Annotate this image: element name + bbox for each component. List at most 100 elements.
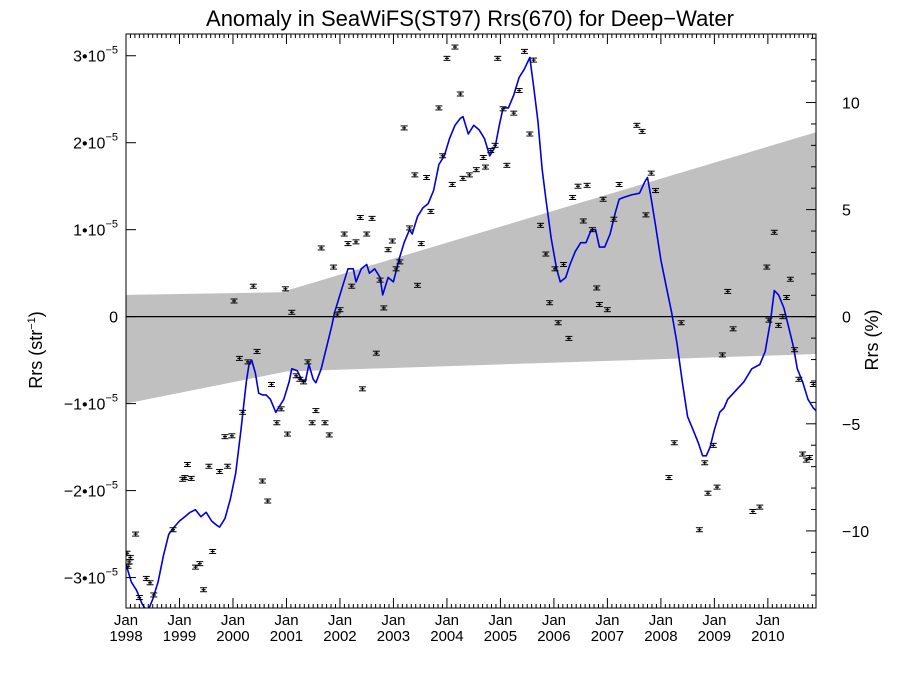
data-point [325,432,333,438]
data-point [638,128,646,134]
data-point [281,286,289,292]
data-point [459,175,467,181]
data-point [405,225,413,231]
data-point [400,125,408,131]
data-point [756,504,764,510]
data-point [503,162,511,168]
x-tick-month: Jan [756,612,780,629]
data-point [352,239,360,245]
data-point [770,229,778,235]
data-point [542,251,550,257]
data-point [200,587,208,593]
y-label-left-sup: −1 [26,317,38,330]
data-point [230,298,238,304]
data-point [244,359,252,365]
data-point [479,154,487,160]
data-point [526,131,534,137]
data-point [729,326,737,332]
y-label-left-main: Rrs (str [26,330,46,389]
data-point [205,463,213,469]
data-point [537,222,545,228]
data-point [499,106,507,112]
x-tick-month: Jan [702,612,726,629]
data-point [169,527,177,533]
x-tick-year: 1998 [109,628,142,645]
data-point [795,376,803,382]
data-point [802,457,810,463]
plot-inner [126,44,816,608]
data-point [288,309,296,315]
data-point [267,381,275,387]
y-axis-label-right: Rrs (%) [862,310,882,371]
data-point [709,442,717,448]
data-point [583,182,591,188]
data-point [384,247,392,253]
y-axis-label-left: Rrs (str−1) [26,311,46,389]
data-point [443,55,451,61]
x-tick-month: Jan [167,612,191,629]
right-tick-label: −5 [842,417,860,434]
data-point [216,468,224,474]
data-point [224,463,232,469]
data-point [451,44,459,50]
left-tick-label: −3•10−5 [64,567,118,588]
data-point [417,241,425,247]
uncertainty-band [126,132,816,404]
x-tick-month: Jan [381,612,405,629]
left-tick-mantissa: −3•10 [64,571,106,588]
left-tick-mantissa: 0 [109,310,118,327]
data-point [126,550,131,556]
data-point [284,431,292,437]
data-point [603,307,611,313]
left-tick-exponent: −5 [105,480,118,492]
data-point [695,527,703,533]
data-point [388,238,396,244]
data-point [456,91,464,97]
data-point [593,285,601,291]
left-tick-mantissa: 3•10 [73,49,105,66]
left-tick-exponent: −5 [105,219,118,231]
left-tick-label: 3•10−5 [73,45,118,66]
left-tick-exponent: −5 [105,45,118,57]
data-point [239,409,247,415]
data-point [574,183,582,189]
data-point [192,564,200,570]
data-point [595,301,603,307]
data-point [610,216,618,222]
data-point [221,434,229,440]
data-point [249,283,257,289]
left-tick-exponent: −5 [105,393,118,405]
data-point [465,172,473,178]
data-point [642,212,650,218]
data-point [510,110,518,116]
x-tick-year: 2009 [698,628,731,645]
data-point [396,259,404,265]
data-point [579,218,587,224]
data-point [554,320,562,326]
data-point [142,575,150,581]
data-point [701,460,709,466]
data-point [184,462,192,467]
x-tick-year: 2006 [537,628,570,645]
right-tick-label: 0 [842,310,851,327]
data-point [376,277,384,283]
data-point [472,167,480,173]
data-point [494,55,502,61]
data-point [647,170,655,176]
data-point [308,420,316,426]
data-point [670,440,678,446]
x-tick-year: 2003 [377,628,410,645]
left-tick-mantissa: −2•10 [64,484,106,501]
data-point [435,105,443,111]
data-point [799,451,807,457]
chart-title: Anomaly in SeaWiFS(ST97) Rrs(670) for De… [206,6,734,31]
data-point [439,153,447,159]
data-point [414,282,422,288]
data-point [448,181,456,187]
data-point [520,48,528,54]
left-tick-exponent: −5 [105,132,118,144]
data-point [423,175,431,180]
data-point [749,508,757,514]
